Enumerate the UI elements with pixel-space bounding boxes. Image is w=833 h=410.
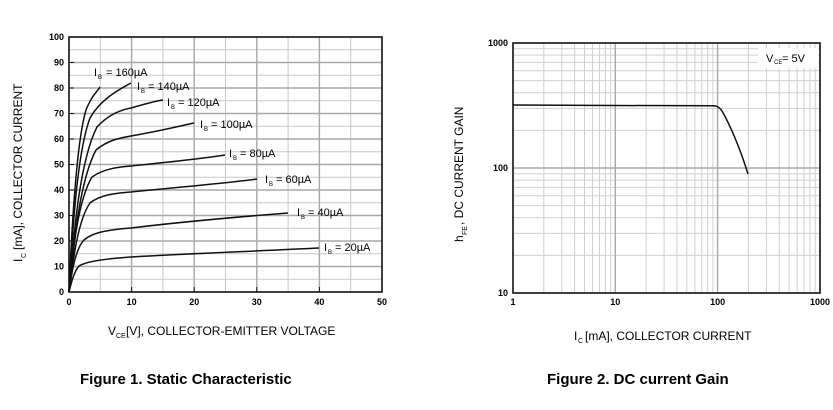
figure2-plot-frame [512, 42, 821, 294]
svg-text:30: 30 [54, 211, 64, 221]
svg-text:B: B [204, 127, 208, 133]
figure2-x-axis-label: I C [mA], COLLECTOR CURRENT [574, 329, 752, 345]
svg-text:20: 20 [54, 236, 64, 246]
svg-text:I: I [167, 97, 170, 109]
svg-text:I: I [94, 67, 97, 79]
svg-text:B: B [301, 215, 305, 221]
label-ib-160: I B = 160µA [94, 67, 148, 81]
curve-ib-60 [68, 178, 258, 293]
svg-text:B: B [269, 182, 273, 188]
svg-text:0: 0 [59, 287, 64, 297]
figure2-annotation: V CE = 5V [766, 53, 806, 66]
svg-text:CE: CE [116, 333, 126, 340]
curve-ib-120 [68, 99, 164, 293]
svg-text:B: B [171, 105, 175, 111]
svg-text:70: 70 [54, 109, 64, 119]
svg-text:0: 0 [66, 297, 71, 307]
svg-text:[mA], COLLECTOR CURRENT: [mA], COLLECTOR CURRENT [11, 83, 25, 250]
figure1-x-tick-labels: 0 10 20 30 40 50 [66, 297, 387, 307]
figure2-annotation-box [758, 48, 818, 68]
svg-text:100: 100 [710, 297, 725, 307]
label-ib-60: I B = 60µA [265, 174, 312, 188]
figure2-hfe-curve [512, 104, 749, 175]
svg-text:, DC CURRENT GAIN: , DC CURRENT GAIN [452, 107, 466, 225]
figure2-major-grid [513, 43, 820, 293]
svg-text:I: I [200, 119, 203, 131]
curve-ib-160 [68, 86, 101, 293]
label-ib-100: I B = 100µA [200, 119, 253, 133]
figure1-major-grid [69, 37, 382, 292]
svg-text:100: 100 [493, 163, 508, 173]
figure2-y-axis-label: h FE , DC CURRENT GAIN [452, 107, 469, 242]
svg-text:[V], COLLECTOR-EMITTER VOLTAGE: [V], COLLECTOR-EMITTER VOLTAGE [126, 324, 335, 338]
label-ib-140: I B = 140µA [137, 81, 190, 95]
svg-text:I: I [297, 207, 300, 219]
svg-text:I: I [11, 259, 25, 262]
figure2-x-tick-labels: 1 10 100 1000 [510, 297, 830, 307]
svg-text:10: 10 [610, 297, 620, 307]
svg-text:C: C [578, 338, 583, 345]
svg-text:[mA], COLLECTOR CURRENT: [mA], COLLECTOR CURRENT [585, 329, 752, 343]
svg-text:I: I [574, 329, 577, 343]
curve-ib-100 [68, 122, 195, 293]
svg-text:80: 80 [54, 83, 64, 93]
svg-text:= 140µA: = 140µA [148, 81, 190, 93]
svg-text:V: V [108, 324, 116, 338]
svg-text:V: V [766, 53, 774, 65]
svg-text:= 40µA: = 40µA [308, 207, 344, 219]
svg-text:10: 10 [54, 262, 64, 272]
svg-text:10: 10 [127, 297, 137, 307]
figure2-y-tick-labels: 10 100 1000 [488, 38, 508, 298]
curve-ib-80 [68, 154, 226, 293]
svg-text:= 160µA: = 160µA [106, 67, 148, 79]
figure1-title: Figure 1. Static Characteristic [80, 371, 292, 388]
svg-text:B: B [328, 250, 332, 256]
figure1-x-axis-label: V CE [V], COLLECTOR-EMITTER VOLTAGE [108, 324, 335, 340]
svg-text:I: I [324, 242, 327, 254]
svg-text:= 80µA: = 80µA [240, 148, 276, 160]
label-ib-120: I B = 120µA [167, 97, 220, 111]
svg-text:= 120µA: = 120µA [178, 97, 220, 109]
svg-text:1000: 1000 [810, 297, 830, 307]
svg-text:C: C [21, 253, 28, 258]
svg-text:30: 30 [252, 297, 262, 307]
svg-text:100: 100 [49, 32, 64, 42]
svg-text:B: B [98, 75, 102, 81]
label-ib-20: I B = 20µA [324, 242, 371, 256]
svg-text:50: 50 [54, 160, 64, 170]
svg-text:50: 50 [377, 297, 387, 307]
svg-text:B: B [141, 89, 145, 95]
figure1-curves [68, 82, 320, 293]
svg-text:B: B [233, 156, 237, 162]
svg-text:60: 60 [54, 134, 64, 144]
svg-text:= 5V: = 5V [782, 53, 806, 65]
svg-text:1000: 1000 [488, 38, 508, 48]
svg-text:40: 40 [314, 297, 324, 307]
svg-text:40: 40 [54, 185, 64, 195]
svg-text:CE: CE [774, 60, 782, 66]
curve-ib-40 [68, 212, 289, 293]
svg-text:10: 10 [498, 288, 508, 298]
svg-text:20: 20 [189, 297, 199, 307]
svg-text:h: h [452, 235, 466, 242]
label-ib-80: I B = 80µA [229, 148, 276, 162]
svg-text:= 100µA: = 100µA [211, 119, 253, 131]
svg-text:I: I [229, 148, 232, 160]
figure1-y-tick-labels: 0 10 20 30 40 50 60 70 80 90 100 [49, 32, 64, 297]
svg-text:FE: FE [462, 226, 469, 235]
svg-text:90: 90 [54, 58, 64, 68]
figure1-curve-labels: I B = 160µA I B = 140µA I B = 120µA I B = 100µA … [94, 67, 371, 256]
svg-text:1: 1 [510, 297, 515, 307]
svg-text:I: I [265, 174, 268, 186]
label-ib-40: I B = 40µA [297, 207, 344, 221]
svg-text:= 20µA: = 20µA [335, 242, 371, 254]
figure1-y-axis-label: I C [mA], COLLECTOR CURRENT [11, 83, 28, 262]
svg-text:= 60µA: = 60µA [276, 174, 312, 186]
svg-text:I: I [137, 81, 140, 93]
figure2-title: Figure 2. DC current Gain [547, 371, 729, 388]
curve-ib-20 [68, 247, 320, 293]
